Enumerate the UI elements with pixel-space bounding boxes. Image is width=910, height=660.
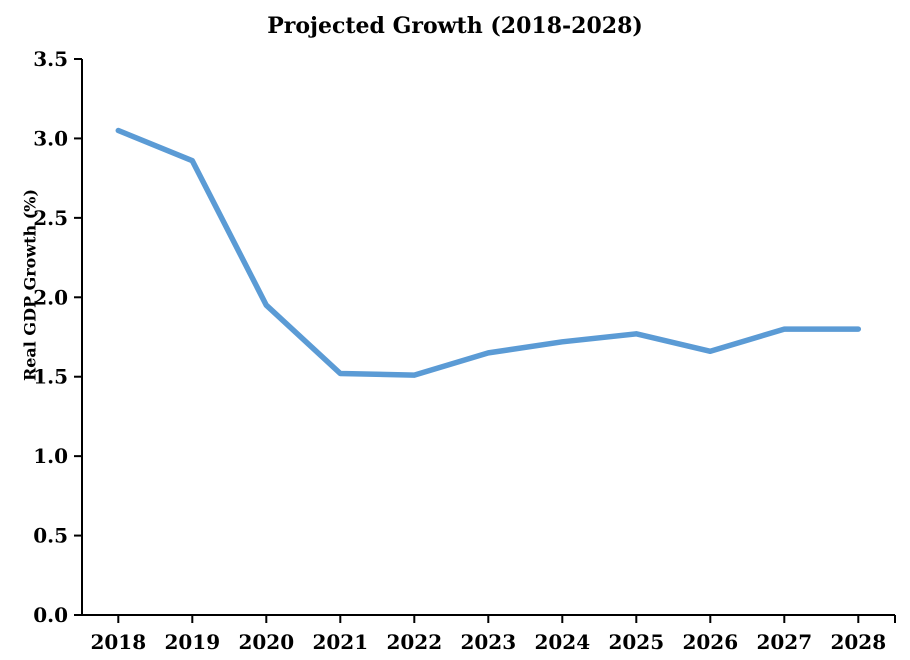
y-axis-tick-label: 1.5 — [33, 365, 68, 389]
x-axis-tick-label: 2020 — [238, 630, 294, 654]
x-axis-tick-label: 2024 — [534, 630, 590, 654]
y-axis-tick-label: 2.5 — [33, 206, 68, 230]
chart-title: Projected Growth (2018-2028) — [267, 13, 643, 39]
gdp-growth-line — [115, 127, 862, 378]
x-axis-tick-label: 2028 — [830, 630, 886, 654]
x-axis-tick-label: 2019 — [164, 630, 220, 654]
axis-spines — [81, 59, 895, 616]
x-axis-tick-label: 2026 — [682, 630, 738, 654]
y-axis-tick-label: 3.5 — [33, 47, 68, 71]
y-axis-tick-label: 0.0 — [33, 603, 68, 627]
x-axis-tick-label: 2023 — [460, 630, 516, 654]
y-axis-tick-label: 3.0 — [33, 126, 68, 150]
y-axis-tick-label: 2.0 — [33, 285, 68, 309]
x-axis-tick-label: 2022 — [386, 630, 442, 654]
y-axis-tick-label: 0.5 — [33, 524, 68, 548]
y-axis-tick-label: 1.0 — [33, 444, 68, 468]
x-axis-tick-label: 2025 — [608, 630, 664, 654]
x-axis-tick-label: 2018 — [90, 630, 146, 654]
x-axis-tick-label: 2027 — [756, 630, 812, 654]
x-axis-tick-label: 2021 — [312, 630, 368, 654]
